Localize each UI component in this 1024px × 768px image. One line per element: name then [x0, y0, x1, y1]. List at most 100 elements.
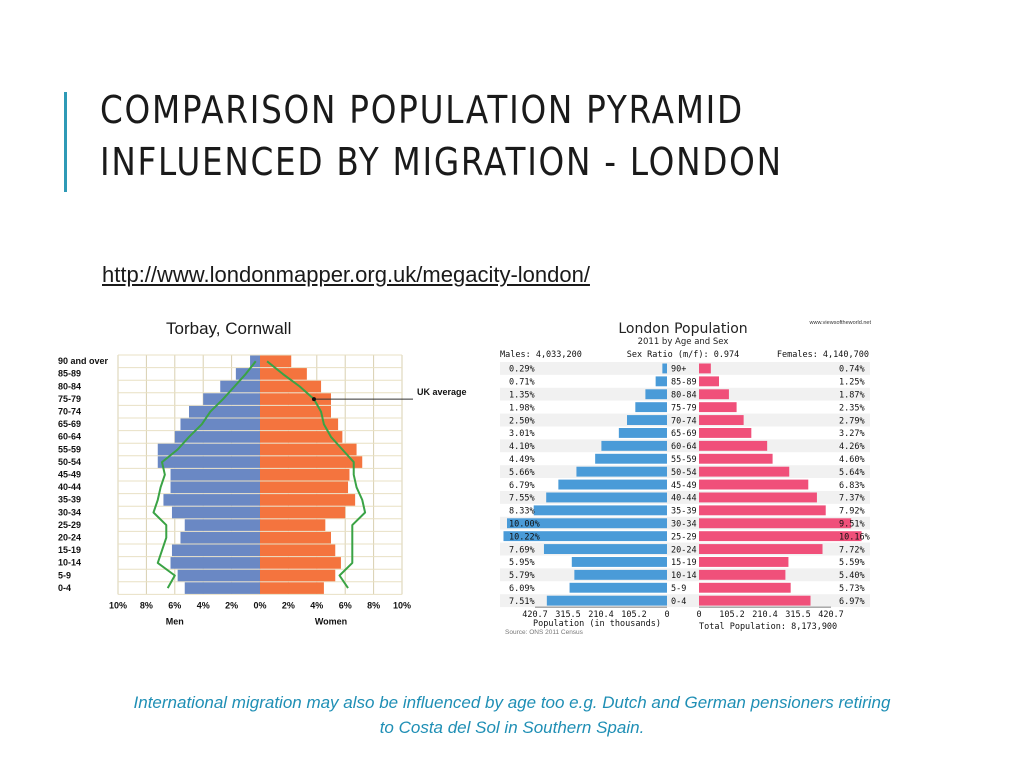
row-background	[500, 426, 870, 440]
row-background	[500, 452, 870, 466]
male-bar	[533, 505, 667, 516]
age-label: 40-44	[671, 494, 697, 504]
women-bar	[260, 519, 326, 531]
x-tick-label: 2%	[282, 600, 295, 610]
women-bar	[260, 355, 292, 368]
male-value-label: 6.79%	[509, 481, 535, 491]
male-value-label: 5.95%	[509, 558, 535, 568]
age-label: 60-64	[58, 432, 81, 442]
male-value-label: 2.50%	[509, 416, 535, 426]
female-value-label: 0.74%	[839, 365, 865, 375]
men-bar	[170, 481, 260, 494]
male-value-label: 7.51%	[509, 597, 535, 607]
age-label: 5-9	[58, 570, 71, 580]
male-bar	[546, 492, 667, 503]
women-bar	[260, 582, 324, 594]
x-tick-label: 4%	[197, 600, 210, 610]
age-label: 55-59	[671, 455, 697, 465]
female-bar	[699, 428, 752, 438]
uk-average-line-men	[152, 360, 257, 589]
x-tick-label-left: 315.5	[555, 610, 581, 620]
age-label: 50-54	[671, 468, 697, 478]
age-label: 90 and over	[58, 356, 109, 366]
male-bar	[635, 402, 667, 413]
female-bar	[699, 453, 773, 464]
male-bar	[655, 376, 667, 387]
male-value-label: 1.35%	[509, 390, 535, 400]
male-bar	[601, 440, 667, 451]
women-bar	[260, 405, 331, 418]
female-value-label: 7.92%	[839, 507, 865, 517]
female-value-label: 5.59%	[839, 558, 865, 568]
women-bar	[260, 393, 331, 405]
female-value-label: 5.64%	[839, 468, 865, 478]
female-value-label: 7.37%	[839, 494, 865, 504]
x-tick-label: 2%	[225, 600, 238, 610]
men-bar	[189, 405, 260, 418]
male-bar	[543, 544, 667, 554]
female-bar	[699, 569, 786, 580]
men-bar	[171, 544, 260, 557]
x-tick-label-left: 210.4	[588, 610, 614, 620]
male-bar	[595, 453, 667, 464]
male-value-label: 8.33%	[509, 507, 535, 517]
london-chart-subtitle: 2011 by Age and Sex	[638, 337, 729, 347]
age-label: 55-59	[58, 444, 81, 454]
men-bar	[184, 582, 260, 594]
female-bar	[699, 402, 737, 413]
x-tick-label-right: 315.5	[785, 610, 811, 620]
x-tick-label-right: 105.2	[719, 610, 745, 620]
x-tick-label-right: 210.4	[752, 610, 778, 620]
female-value-label: 10.16%	[839, 532, 870, 542]
female-bar	[699, 415, 744, 425]
x-tick-label: 10%	[393, 600, 411, 610]
accent-bar	[64, 92, 67, 192]
male-value-label: 10.22%	[509, 532, 540, 542]
male-value-label: 0.29%	[509, 365, 535, 375]
x-tick-label-left: 105.2	[621, 610, 647, 620]
female-bar	[699, 440, 768, 451]
londonmapper-link[interactable]: http://www.londonmapper.org.uk/megacity-…	[102, 262, 590, 287]
age-label: 0-4	[671, 597, 686, 607]
row-background	[500, 439, 870, 453]
row-background	[500, 362, 870, 375]
men-bar	[184, 519, 260, 531]
men-bar	[180, 531, 260, 544]
men-bar	[170, 557, 260, 569]
female-bar	[699, 479, 809, 490]
torbay-caption: Torbay, Cornwall	[166, 319, 292, 338]
female-value-label: 6.97%	[839, 597, 865, 607]
women-bar	[260, 468, 350, 481]
x-tick-label-right: 420.7	[818, 610, 844, 620]
women-bar	[260, 531, 331, 544]
age-label: 10-14	[671, 571, 697, 581]
female-bar	[699, 531, 862, 542]
female-value-label: 5.40%	[839, 571, 865, 581]
male-value-label: 4.10%	[509, 442, 535, 452]
male-bar	[662, 363, 667, 374]
age-label: 40-44	[58, 482, 81, 492]
x-tick-label: 6%	[339, 600, 352, 610]
women-bar	[260, 443, 357, 456]
women-bar	[260, 481, 349, 494]
age-label: 85-89	[58, 369, 81, 379]
title-line-1: COMPARISON POPULATION PYRAMID	[100, 88, 744, 132]
slide-title: COMPARISON POPULATION PYRAMID INFLUENCED…	[100, 84, 783, 188]
men-bar	[163, 494, 260, 506]
age-label: 75-79	[58, 394, 81, 404]
female-bar	[699, 582, 791, 593]
women-bar	[260, 557, 341, 569]
chart-source-label: Source: ONS 2011 Census	[505, 629, 584, 636]
female-bar	[699, 544, 823, 554]
age-label: 85-89	[671, 378, 697, 388]
age-label: 20-24	[671, 545, 697, 555]
age-label: 15-19	[58, 545, 81, 555]
x-tick-label: 8%	[140, 600, 153, 610]
age-label: 10-14	[58, 558, 81, 568]
uk-average-annotation: UK average	[417, 387, 467, 397]
age-label: 80-84	[671, 390, 697, 400]
x-tick-label: 8%	[367, 600, 380, 610]
female-bar	[699, 376, 719, 387]
male-value-label: 6.09%	[509, 584, 535, 594]
women-bar	[260, 431, 343, 443]
